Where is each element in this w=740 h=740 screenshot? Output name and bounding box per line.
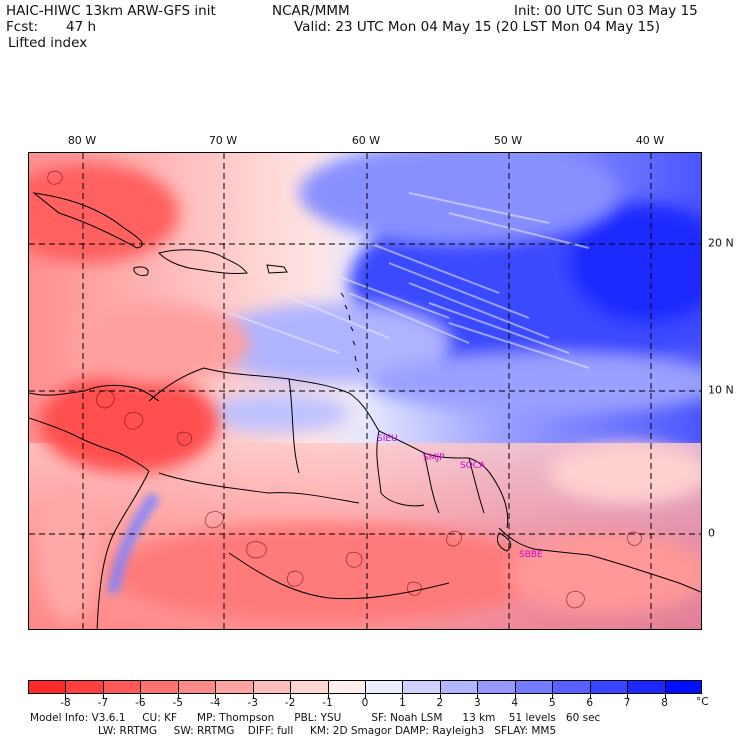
- colorbar-tick-label: -6: [135, 697, 146, 709]
- lon-label-40w: 40 W: [635, 134, 665, 147]
- colorbar-tick-label: 5: [548, 697, 556, 709]
- colorbar-tick: [402, 694, 404, 699]
- andes-stable-streak: [107, 493, 161, 593]
- colorbar-tick-label: 8: [661, 697, 668, 709]
- station-label-smjp: SMJP: [423, 453, 445, 463]
- colorbar-tick-label: -2: [284, 697, 296, 709]
- colorbar-swatch: [215, 680, 253, 694]
- station-label-sieu: SIEU: [377, 434, 398, 444]
- forecast-label: Fcst:: [6, 19, 39, 35]
- colorbar-tick: [552, 694, 554, 699]
- coastlines: [29, 192, 701, 629]
- colorbar-tick-label: -5: [172, 697, 184, 709]
- li-contours: [47, 170, 642, 609]
- init-time: Init: 00 UTC Sun 03 May 15: [514, 3, 698, 19]
- colorbar-swatch: [627, 680, 665, 694]
- colorbar-swatch: [589, 680, 628, 694]
- colorbar-swatch: [102, 680, 141, 694]
- colorbar-tick: [290, 694, 292, 699]
- lat-label-equator: 0: [708, 526, 715, 540]
- colorbar-tick: [140, 694, 142, 699]
- cloud-streaks: [228, 192, 590, 369]
- model-info-line1: Model Info: V3.6.1 CU: KF MP: Thompson P…: [30, 712, 601, 724]
- station-label-soca: SOCA: [460, 461, 486, 471]
- colorbar-tick-label: 0: [361, 697, 369, 709]
- lon-label-50w: 50 W: [493, 134, 523, 147]
- colorbar-tick: [664, 694, 666, 699]
- colorbar-tick: [589, 694, 591, 699]
- colorbar-tick: [65, 694, 67, 699]
- colorbar-tick-label: -4: [209, 697, 221, 709]
- colorbar-swatch: [664, 680, 702, 694]
- colorbar-swatch: [65, 680, 103, 694]
- colorbar-swatch: [552, 680, 590, 694]
- unstable-region-west: [29, 163, 701, 623]
- colorbar-tick: [627, 694, 629, 699]
- colorbar-tick: [215, 694, 217, 699]
- colorbar-swatch: [439, 680, 478, 694]
- valid-time: Valid: 23 UTC Mon 04 May 15 (20 LST Mon …: [294, 19, 661, 35]
- colorbar-tick: [177, 694, 179, 699]
- colorbar-tick-label: -3: [247, 697, 258, 709]
- colorbar-tick-label: 3: [473, 697, 481, 709]
- colorbar-swatch: [327, 680, 365, 694]
- colorbar-tick: [514, 694, 516, 699]
- lifted-index-map: SIEU SMJP SOCA SBBE: [28, 152, 702, 630]
- colorbar-swatch: [477, 680, 515, 694]
- colorbar-swatch: [365, 680, 403, 694]
- colorbar-tick-label: -1: [322, 697, 333, 709]
- colorbar-tick-label: 2: [436, 697, 444, 709]
- colorbar-tick-label: 4: [511, 697, 519, 709]
- lat-label-10n: 10 N: [708, 383, 734, 397]
- model-title: HAIC-HIWC 13km ARW-GFS init: [6, 3, 216, 19]
- lon-label-80w: 80 W: [67, 134, 97, 147]
- colorbar-swatch: [140, 680, 178, 694]
- colorbar-tick: [439, 694, 441, 699]
- lon-label-60w: 60 W: [351, 134, 381, 147]
- field-name: Lifted index: [8, 35, 88, 51]
- org-label: NCAR/MMM: [272, 3, 350, 19]
- forecast-hour: 47 h: [66, 19, 97, 35]
- colorbar-tick: [252, 694, 254, 699]
- colorbar-tick-label: -7: [97, 697, 109, 709]
- colorbar-tick: [477, 694, 479, 699]
- colorbar-tick-label: 7: [623, 697, 631, 709]
- station-label-sbbe: SBBE: [519, 550, 543, 560]
- colorbar-swatch: [514, 680, 553, 694]
- lon-label-70w: 70 W: [208, 134, 238, 147]
- colorbar-tick: [365, 694, 366, 699]
- colorbar-swatch: [290, 680, 328, 694]
- colorbar-swatch: [177, 680, 216, 694]
- colorbar-tick-label: 6: [586, 697, 593, 709]
- colorbar-tick-label: 1: [399, 697, 406, 709]
- colorbar-unit: °C: [696, 696, 709, 708]
- colorbar-swatch: [252, 680, 291, 694]
- colorbar-tick: [102, 694, 104, 699]
- lat-label-20n: 20 N: [708, 236, 734, 250]
- model-info-line2: LW: RRTMG SW: RRTMG DIFF: full KM: 2D Sm…: [98, 725, 557, 737]
- colorbar-swatch: [402, 680, 440, 694]
- colorbar-frame: [28, 680, 702, 694]
- lat-lon-grid: [29, 153, 701, 629]
- colorbar-tick: [327, 694, 329, 699]
- colorbar-tick-label: -8: [60, 697, 71, 709]
- stable-region-atlantic: [209, 153, 701, 433]
